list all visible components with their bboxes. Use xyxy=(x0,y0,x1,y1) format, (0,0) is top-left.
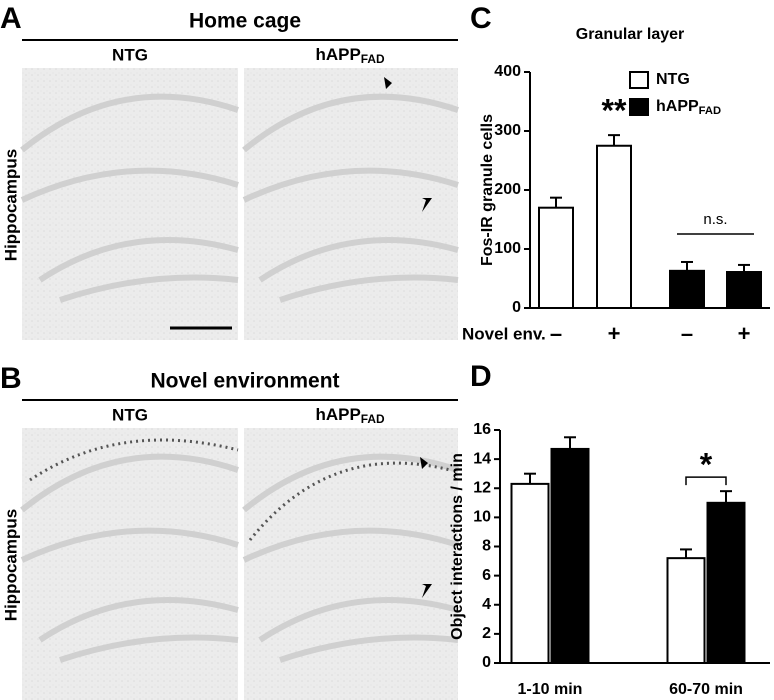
x-tick-label: – xyxy=(681,321,693,346)
y-tick-label: 0 xyxy=(512,299,521,316)
y-axis-label: Object interactions / min xyxy=(449,453,466,640)
micrograph xyxy=(20,68,239,340)
bar xyxy=(596,144,632,309)
y-tick-label: 6 xyxy=(482,567,491,584)
bar xyxy=(726,271,762,310)
column-label-sub: FAD xyxy=(361,412,385,426)
panel-letter: B xyxy=(0,362,22,395)
column-label: NTG xyxy=(112,45,148,64)
y-tick-label: 0 xyxy=(482,654,491,671)
y-tick-label: 12 xyxy=(473,479,491,496)
column-label: NTG xyxy=(112,405,148,424)
chart-title: Granular layer xyxy=(576,26,685,43)
y-tick-label: 2 xyxy=(482,625,491,642)
y-tick-label: 14 xyxy=(473,450,491,467)
significance-bracket xyxy=(685,476,727,486)
y-tick-label: 300 xyxy=(494,122,521,139)
x-tick-label: 1-10 min xyxy=(518,681,583,698)
y-tick-label: 200 xyxy=(494,181,521,198)
panel-letter: C xyxy=(470,2,492,35)
x-axis-label: Novel env. xyxy=(462,324,546,343)
bar xyxy=(666,557,706,665)
panel-title: Home cage xyxy=(189,10,301,33)
bar xyxy=(706,501,746,664)
y-tick-label: 8 xyxy=(482,538,491,555)
column-label: hAPPFAD xyxy=(315,405,385,426)
annotation: n.s. xyxy=(703,211,727,228)
y-tick-label: 10 xyxy=(473,509,491,526)
y-axis-label: Fos-IR granule cells xyxy=(479,114,496,266)
legend-swatch xyxy=(629,98,649,116)
column-label: hAPPFAD xyxy=(315,45,385,66)
micrograph xyxy=(242,68,459,340)
y-tick-label: 16 xyxy=(473,421,491,438)
y-tick-label: 100 xyxy=(494,240,521,257)
bar xyxy=(510,482,550,664)
row-label: Hippocampus xyxy=(1,149,20,261)
panel-letter: D xyxy=(470,360,492,393)
legend-label: NTG xyxy=(656,71,690,88)
micrographs xyxy=(20,68,459,700)
legend-label-main: hAPP xyxy=(656,98,699,115)
column-label-main: hAPP xyxy=(315,405,360,424)
annotation: ** xyxy=(602,93,627,129)
annotation: * xyxy=(700,447,713,483)
x-tick-label: 60-70 min xyxy=(669,681,743,698)
column-label-main: hAPP xyxy=(315,45,360,64)
y-tick-label: 400 xyxy=(494,63,521,80)
column-label-sub: FAD xyxy=(361,52,385,66)
panel-letter: A xyxy=(0,2,22,35)
x-tick-label: + xyxy=(608,321,621,346)
micrograph xyxy=(242,428,459,700)
bar xyxy=(538,206,574,309)
legend-label: hAPPFAD xyxy=(656,98,721,117)
legend-swatch xyxy=(629,71,649,89)
y-tick-label: 4 xyxy=(482,596,491,613)
bar xyxy=(550,447,590,664)
legend-label-sub: FAD xyxy=(699,105,721,117)
x-tick-label: + xyxy=(738,321,751,346)
panel-title: Novel environment xyxy=(150,370,339,393)
micrograph xyxy=(20,428,239,700)
bar xyxy=(669,269,705,309)
row-label: Hippocampus xyxy=(1,509,20,621)
x-tick-label: – xyxy=(550,321,562,346)
